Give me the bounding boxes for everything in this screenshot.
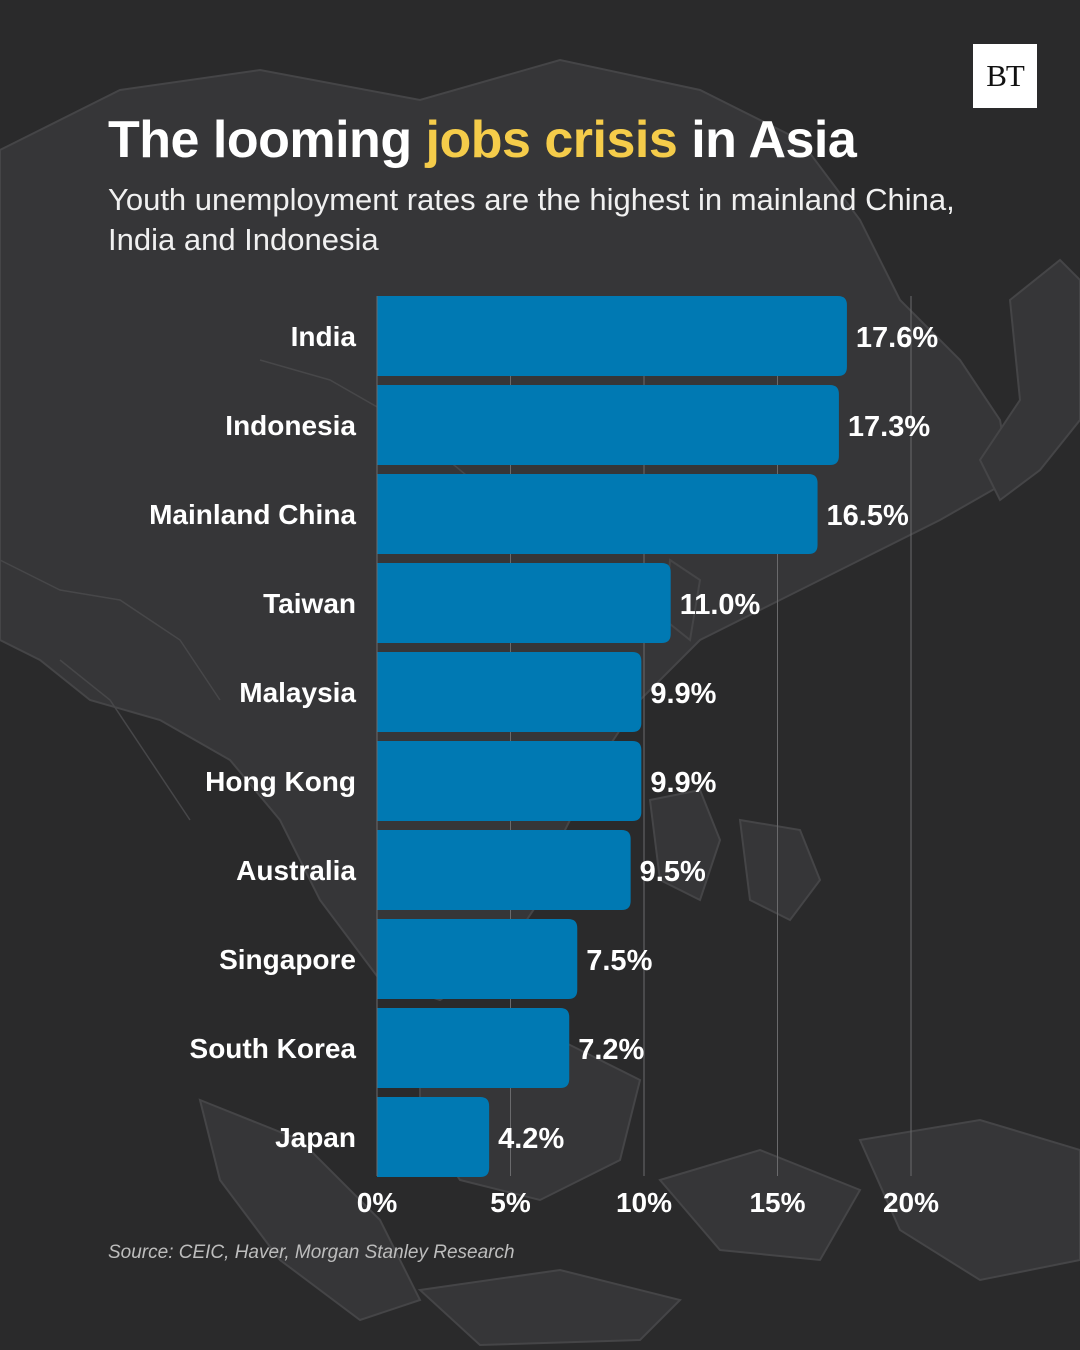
value-label: 16.5% (827, 500, 909, 532)
x-tick-label: 0% (357, 1187, 398, 1218)
value-label: 17.6% (856, 322, 938, 354)
bar (377, 1097, 490, 1177)
value-label: 4.2% (498, 1123, 564, 1155)
value-label: 17.3% (848, 411, 930, 443)
category-label: Mainland China (149, 499, 356, 530)
value-label: 9.5% (640, 856, 706, 888)
logo-text: BT (986, 58, 1025, 93)
category-label: Indonesia (225, 410, 356, 441)
category-label: Japan (275, 1122, 356, 1153)
title-part-2: in Asia (677, 111, 857, 169)
value-label: 7.2% (578, 1034, 644, 1066)
value-label: 7.5% (586, 945, 652, 977)
x-tick-label: 15% (749, 1187, 805, 1218)
bar (377, 563, 671, 643)
category-label: Malaysia (239, 677, 356, 708)
bar (377, 474, 818, 554)
category-label: South Korea (190, 1033, 357, 1064)
category-label: India (291, 321, 357, 352)
bar (377, 830, 631, 910)
bar (377, 296, 847, 376)
value-label: 9.9% (650, 767, 716, 799)
value-label: 9.9% (650, 678, 716, 710)
category-label: Singapore (219, 944, 356, 975)
bar (377, 652, 642, 732)
bar (377, 741, 642, 821)
bar (377, 919, 578, 999)
x-tick-label: 10% (616, 1187, 672, 1218)
chart-subtitle: Youth unemployment rates are the highest… (108, 182, 955, 257)
title-highlight: jobs crisis (425, 111, 678, 169)
category-label: Australia (236, 855, 356, 886)
bar (377, 385, 839, 465)
chart-title: The looming jobs crisis in Asia (108, 108, 857, 172)
source-note: Source: CEIC, Haver, Morgan Stanley Rese… (108, 1242, 515, 1263)
category-label: Hong Kong (205, 766, 356, 797)
bar (377, 1008, 570, 1088)
bt-logo: BT (973, 44, 1037, 108)
title-part-1: The looming (108, 111, 426, 169)
x-tick-label: 5% (490, 1187, 531, 1218)
x-tick-label: 20% (883, 1187, 939, 1218)
category-label: Taiwan (263, 588, 356, 619)
value-label: 11.0% (680, 589, 761, 621)
